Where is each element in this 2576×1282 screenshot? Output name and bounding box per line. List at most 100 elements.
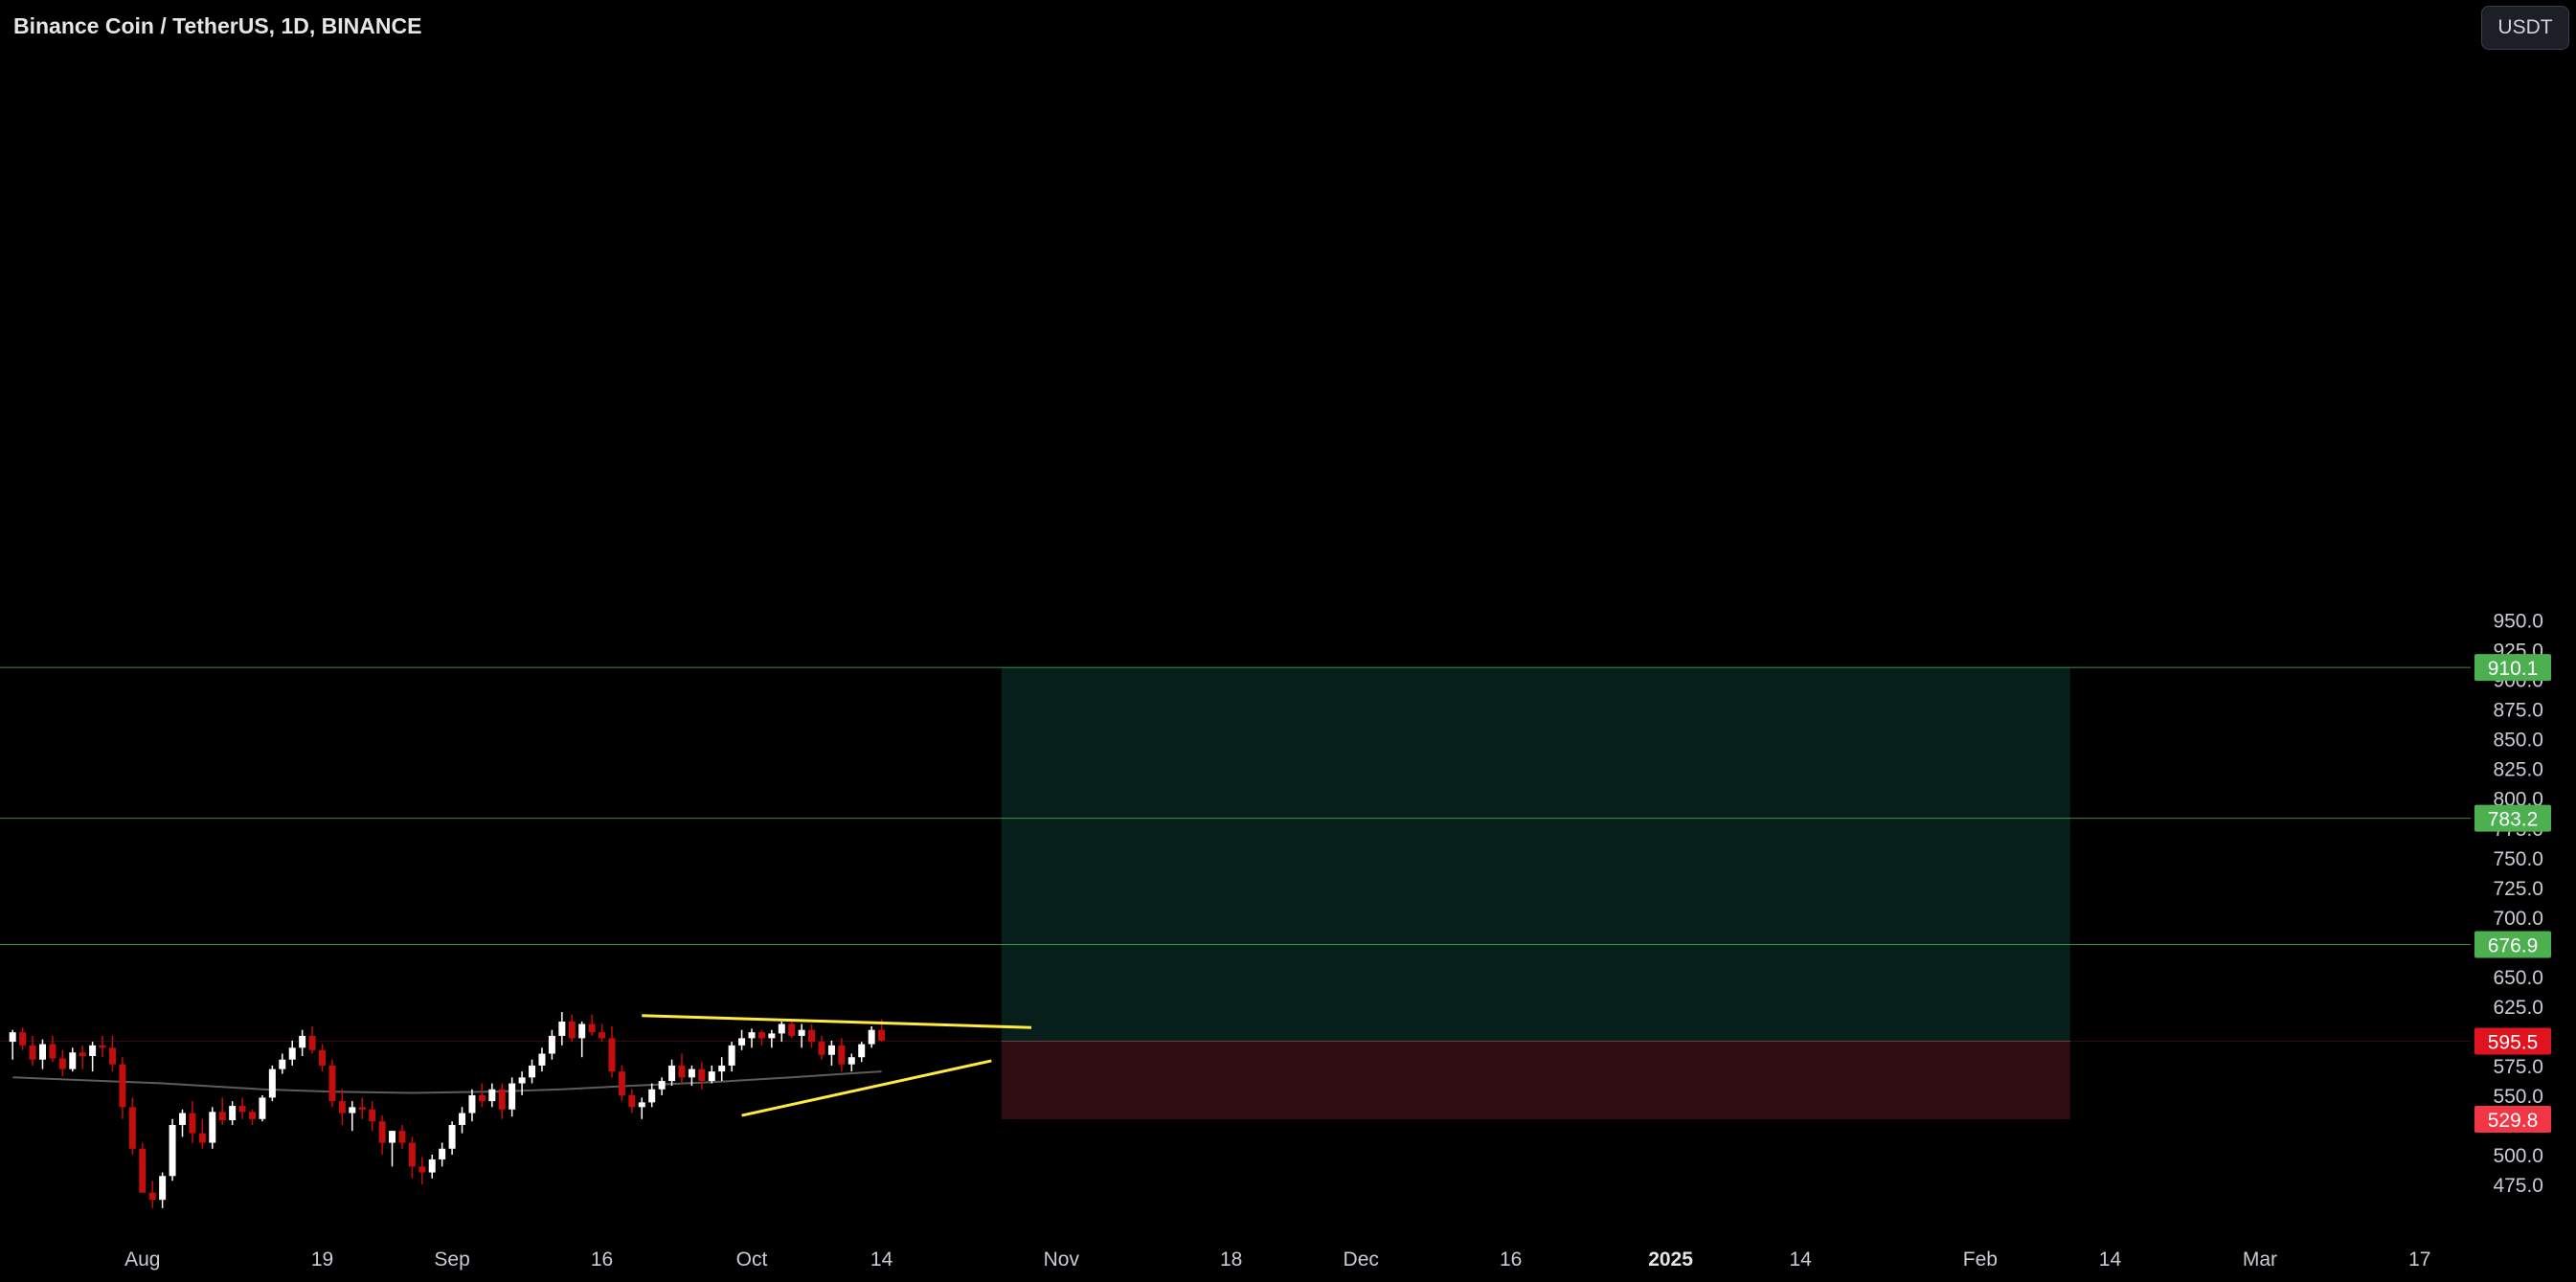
candle[interactable]: [209, 1107, 216, 1149]
candle[interactable]: [478, 1083, 486, 1108]
trendline[interactable]: [741, 1059, 992, 1117]
candle[interactable]: [58, 1049, 66, 1077]
candle[interactable]: [249, 1109, 256, 1125]
candle[interactable]: [588, 1014, 596, 1036]
candle[interactable]: [198, 1118, 206, 1149]
candle[interactable]: [418, 1157, 426, 1184]
candle[interactable]: [29, 1035, 36, 1066]
candle[interactable]: [89, 1042, 97, 1072]
candle[interactable]: [648, 1083, 656, 1108]
candle[interactable]: [288, 1040, 296, 1066]
candle[interactable]: [299, 1029, 306, 1056]
candle[interactable]: [128, 1097, 136, 1155]
stop-zone[interactable]: [1001, 1041, 2070, 1120]
candle[interactable]: [19, 1027, 27, 1050]
candle-body: [788, 1023, 796, 1036]
candle[interactable]: [778, 1022, 785, 1043]
candle[interactable]: [698, 1062, 706, 1090]
candle[interactable]: [459, 1107, 466, 1134]
candle[interactable]: [868, 1025, 875, 1048]
candle[interactable]: [389, 1131, 396, 1167]
candle[interactable]: [108, 1035, 116, 1072]
candle[interactable]: [9, 1029, 16, 1060]
candle[interactable]: [678, 1053, 686, 1084]
candle[interactable]: [189, 1101, 196, 1143]
candle[interactable]: [218, 1097, 226, 1125]
candle[interactable]: [439, 1142, 446, 1167]
candle[interactable]: [338, 1089, 346, 1125]
candle-body: [159, 1176, 167, 1201]
candle[interactable]: [319, 1044, 327, 1072]
candle[interactable]: [99, 1035, 106, 1058]
candle[interactable]: [259, 1094, 266, 1122]
candle[interactable]: [748, 1028, 756, 1048]
candle[interactable]: [448, 1121, 456, 1155]
candle[interactable]: [159, 1172, 167, 1208]
candle[interactable]: [658, 1077, 666, 1095]
candle[interactable]: [119, 1057, 126, 1119]
candle[interactable]: [139, 1142, 147, 1193]
candle[interactable]: [508, 1077, 516, 1117]
time-tick-label: 16: [1500, 1248, 1522, 1271]
candle[interactable]: [328, 1059, 336, 1108]
candle[interactable]: [668, 1059, 676, 1087]
candle[interactable]: [558, 1012, 566, 1046]
candle[interactable]: [518, 1071, 526, 1095]
candle[interactable]: [529, 1059, 536, 1084]
candle[interactable]: [178, 1109, 186, 1137]
candle[interactable]: [169, 1118, 176, 1181]
candle[interactable]: [738, 1029, 746, 1050]
candle[interactable]: [808, 1023, 816, 1048]
candle[interactable]: [69, 1047, 77, 1072]
candle[interactable]: [49, 1035, 56, 1063]
trendline[interactable]: [642, 1014, 1032, 1029]
candle[interactable]: [838, 1038, 846, 1072]
candle[interactable]: [468, 1089, 476, 1122]
candle[interactable]: [38, 1039, 46, 1069]
candle[interactable]: [638, 1097, 645, 1119]
candle[interactable]: [798, 1023, 805, 1048]
candle[interactable]: [358, 1097, 366, 1119]
candle[interactable]: [538, 1047, 546, 1072]
candle[interactable]: [498, 1083, 506, 1119]
price-axis: 475.0500.0525.0550.0575.0600.0625.0650.0…: [2493, 611, 2543, 1197]
candle[interactable]: [378, 1115, 386, 1155]
candle[interactable]: [488, 1083, 496, 1108]
candle[interactable]: [858, 1042, 866, 1063]
candle-body: [608, 1038, 616, 1072]
target-zone[interactable]: [1001, 667, 2070, 1042]
candle[interactable]: [728, 1042, 735, 1072]
candle[interactable]: [618, 1065, 625, 1102]
candle[interactable]: [568, 1014, 576, 1043]
candle[interactable]: [628, 1089, 636, 1113]
price-tag: 529.8: [2474, 1106, 2551, 1134]
time-tick-label: Oct: [736, 1248, 768, 1271]
candle[interactable]: [788, 1019, 796, 1039]
candle[interactable]: [369, 1101, 376, 1132]
candle[interactable]: [148, 1181, 156, 1208]
candle[interactable]: [827, 1040, 835, 1066]
candle[interactable]: [79, 1045, 86, 1069]
candle[interactable]: [578, 1022, 586, 1058]
candle[interactable]: [308, 1025, 316, 1054]
candle[interactable]: [279, 1053, 286, 1074]
candle[interactable]: [268, 1065, 276, 1102]
candle[interactable]: [599, 1023, 606, 1043]
candle[interactable]: [428, 1154, 436, 1179]
candle[interactable]: [708, 1065, 715, 1084]
candle[interactable]: [229, 1101, 237, 1125]
candle[interactable]: [718, 1057, 726, 1082]
candle[interactable]: [349, 1101, 356, 1132]
candle[interactable]: [768, 1029, 776, 1048]
candle[interactable]: [408, 1136, 416, 1179]
currency-button[interactable]: USDT: [2481, 6, 2569, 50]
candle[interactable]: [548, 1029, 555, 1060]
candle[interactable]: [238, 1097, 246, 1119]
candle[interactable]: [818, 1035, 825, 1060]
candle[interactable]: [608, 1025, 616, 1078]
candle[interactable]: [757, 1029, 765, 1046]
candle[interactable]: [688, 1065, 695, 1087]
candle[interactable]: [398, 1124, 406, 1149]
candle[interactable]: [847, 1053, 855, 1072]
